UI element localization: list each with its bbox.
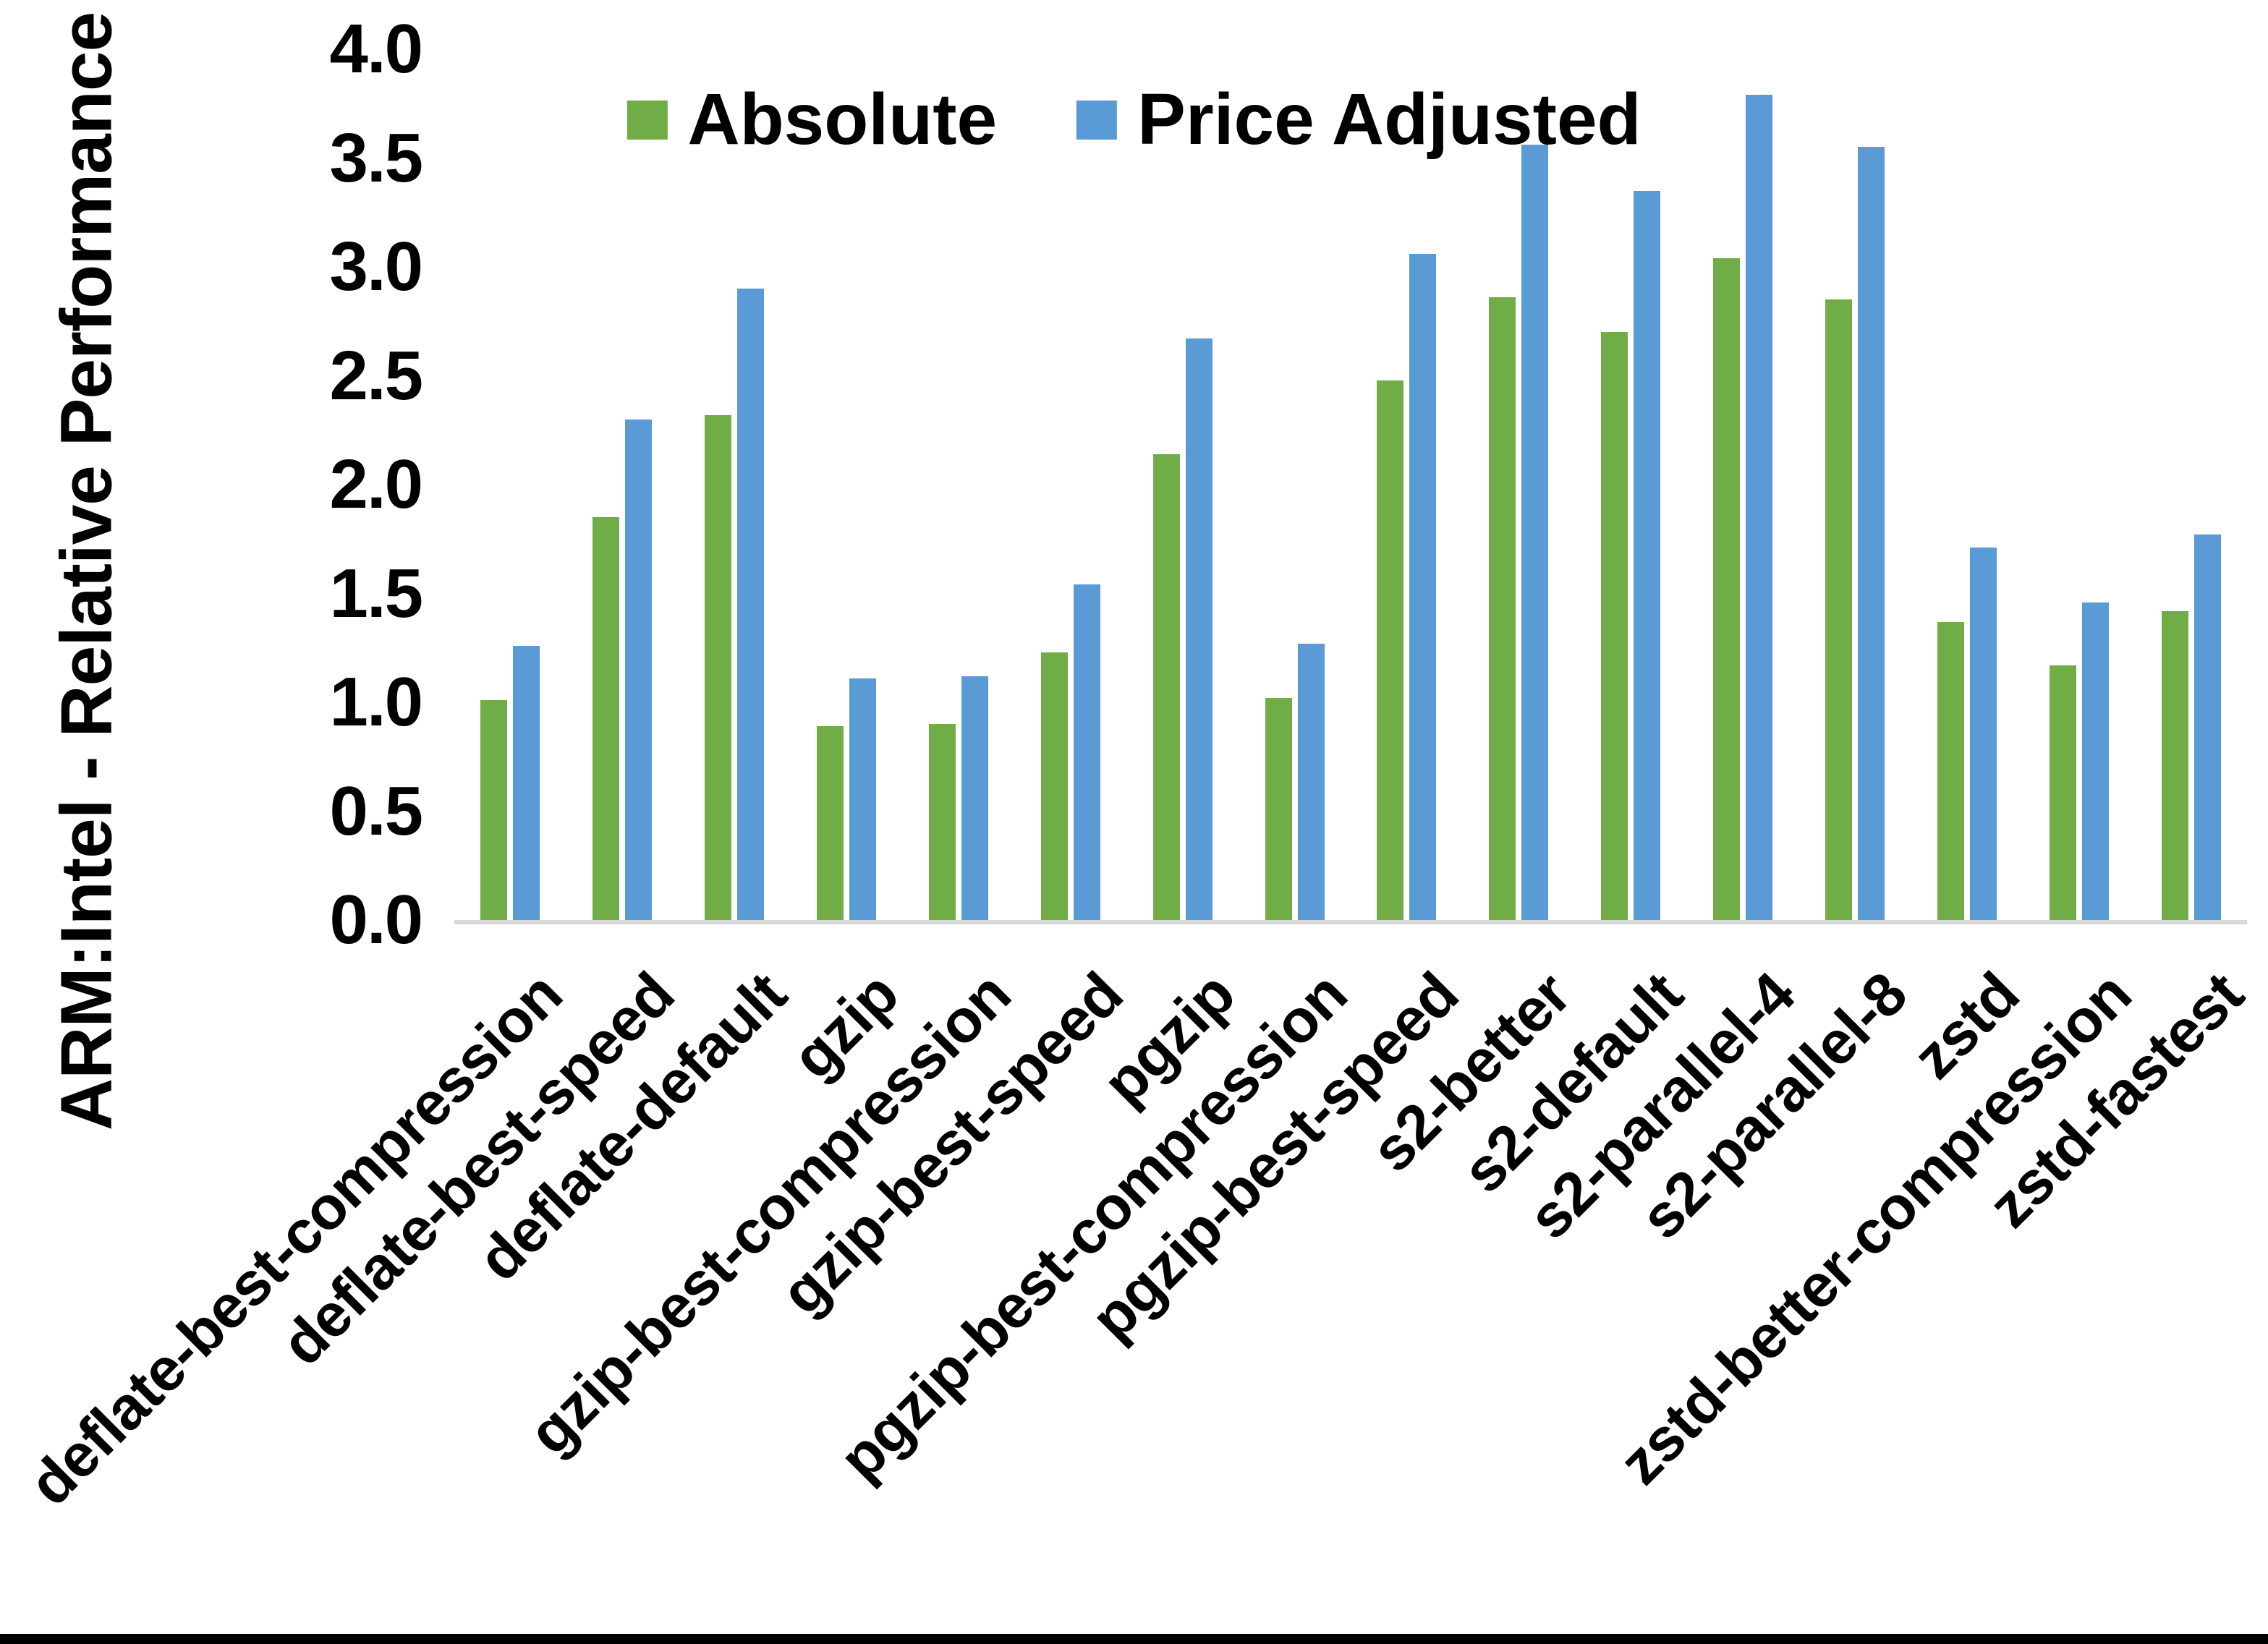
- bar-price-adjusted-pgzip: [1185, 338, 1212, 920]
- x-axis-line: [454, 920, 2247, 924]
- bar-price-adjusted-zstd-fastest: [2193, 534, 2221, 920]
- bar-price-adjusted-s2-parallel-8: [1857, 147, 1885, 920]
- bar-price-adjusted-zstd: [1969, 548, 1997, 920]
- page-bottom-border: [0, 1634, 2268, 1644]
- bar-absolute-s2-parallel-4: [1713, 257, 1741, 920]
- bar-absolute-pgzip: [1152, 453, 1180, 920]
- y-tick-label: 4.0: [329, 10, 423, 88]
- bar-absolute-s2-better: [1489, 297, 1516, 920]
- bar-price-adjusted-zstd-better-compression: [2081, 602, 2109, 920]
- legend: Absolute Price Adjusted: [627, 78, 1641, 161]
- bar-absolute-deflate-best-compression: [480, 699, 508, 920]
- bar-absolute-s2-parallel-8: [1825, 299, 1852, 920]
- y-tick-label: 1.0: [329, 663, 423, 741]
- bar-absolute-deflate-default: [705, 414, 732, 920]
- bar-absolute-deflate-best-speed: [593, 517, 620, 920]
- bar-absolute-zstd-better-compression: [2049, 665, 2076, 920]
- legend-swatch-absolute-icon: [627, 100, 668, 140]
- y-tick-label: 2.0: [329, 446, 423, 523]
- bar-absolute-zstd: [1937, 621, 1964, 920]
- legend-swatch-price-adjusted-icon: [1076, 100, 1118, 140]
- y-tick-label: 3.0: [329, 228, 423, 305]
- bar-price-adjusted-pgzip-best-speed: [1409, 253, 1437, 920]
- bar-price-adjusted-s2-default: [1634, 190, 1661, 920]
- y-axis-title: ARM:Intel - Relative Performance: [46, 12, 127, 1131]
- bar-price-adjusted-deflate-best-compression: [513, 645, 540, 920]
- bar-price-adjusted-gzip-best-speed: [1073, 584, 1100, 920]
- bar-price-adjusted-gzip-best-compression: [961, 676, 988, 920]
- bar-price-adjusted-pgzip-best-compression: [1297, 643, 1325, 920]
- bar-absolute-pgzip-best-speed: [1377, 380, 1404, 920]
- bar-price-adjusted-s2-parallel-4: [1746, 95, 1773, 920]
- bar-absolute-gzip-best-speed: [1040, 652, 1068, 920]
- y-tick-label: 1.5: [329, 554, 423, 632]
- y-tick-label: 0.0: [329, 881, 423, 958]
- legend-item-price-adjusted: Price Adjusted: [1076, 78, 1641, 161]
- bar-price-adjusted-gzip: [849, 678, 877, 920]
- legend-item-absolute: Absolute: [627, 78, 997, 161]
- bar-absolute-zstd-fastest: [2161, 610, 2188, 920]
- legend-label-absolute: Absolute: [687, 79, 998, 160]
- bar-price-adjusted-s2-better: [1521, 145, 1549, 920]
- bar-absolute-s2-default: [1601, 332, 1628, 920]
- y-tick-label: 2.5: [329, 336, 423, 414]
- y-tick-label: 3.5: [329, 119, 423, 197]
- bar-absolute-gzip-best-compression: [928, 724, 956, 920]
- y-tick-label: 0.5: [329, 772, 423, 850]
- bar-price-adjusted-deflate-best-speed: [625, 419, 653, 920]
- bar-price-adjusted-deflate-default: [737, 289, 765, 920]
- bar-absolute-gzip: [817, 726, 844, 920]
- legend-label-price-adjusted: Price Adjusted: [1137, 79, 1641, 160]
- bar-absolute-pgzip-best-compression: [1265, 697, 1292, 920]
